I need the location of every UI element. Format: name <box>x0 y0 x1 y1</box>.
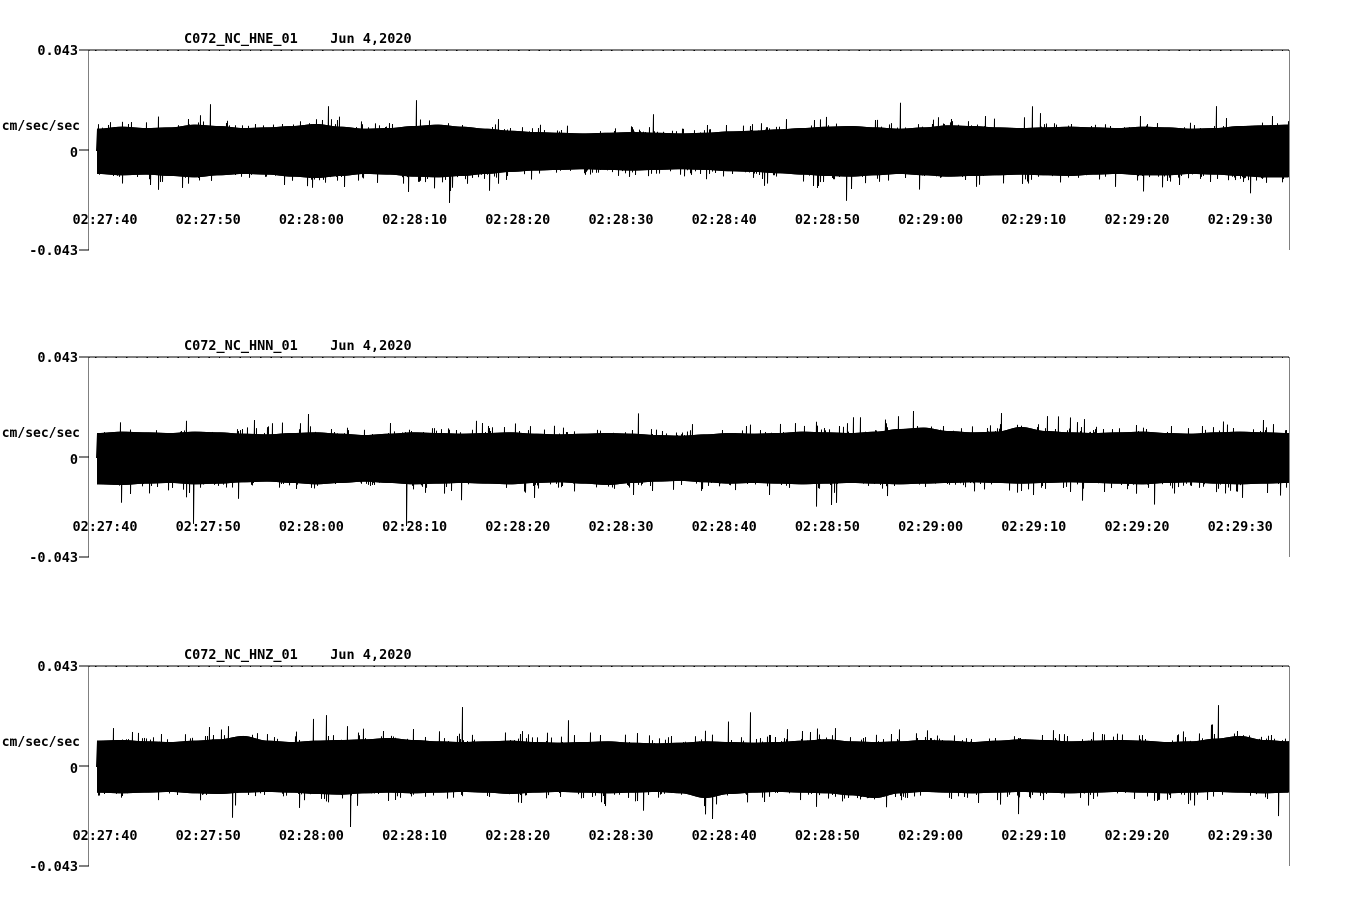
xtick-label: 02:29:20 <box>1104 519 1170 535</box>
ytick-max-hnz: 0.043 <box>37 659 78 675</box>
xtick-label: 02:29:10 <box>1001 828 1067 844</box>
xtick-label: 02:28:00 <box>278 212 344 228</box>
ytick-max-hnn: 0.043 <box>37 350 78 366</box>
waveform-trace-hnz <box>89 667 1289 867</box>
xtick-label: 02:28:50 <box>794 828 860 844</box>
waveform-trace-hnn <box>89 358 1289 558</box>
xtick-label: 02:28:20 <box>485 519 551 535</box>
xtick-label: 02:29:30 <box>1207 519 1273 535</box>
waveform-trace-hne <box>89 51 1289 251</box>
panel-title-hnz: C072_NC_HNZ_01 Jun 4,2020 <box>184 647 412 663</box>
xtick-label: 02:27:50 <box>175 212 241 228</box>
xtick-label: 02:28:50 <box>794 212 860 228</box>
yaxis-unit-hnz: cm/sec/sec <box>1 735 80 750</box>
ytick-mid-hnn: 0 <box>69 452 78 468</box>
xtick-label: 02:27:40 <box>72 828 138 844</box>
xtick-label: 02:27:50 <box>175 519 241 535</box>
xtick-label: 02:28:00 <box>278 519 344 535</box>
xtick-label: 02:27:40 <box>72 212 138 228</box>
xtick-label: 02:29:20 <box>1104 212 1170 228</box>
xtick-label: 02:28:40 <box>691 212 757 228</box>
xtick-label: 02:28:30 <box>588 519 654 535</box>
xtick-label: 02:28:20 <box>485 212 551 228</box>
ytick-min-hnz: -0.043 <box>29 859 78 875</box>
yaxis-unit-hne: cm/sec/sec <box>1 119 80 134</box>
xtick-label: 02:28:10 <box>382 519 448 535</box>
xtick-label: 02:27:50 <box>175 828 241 844</box>
seismogram-panel-hne: C072_NC_HNE_01 Jun 4,2020 0.043 cm/sec/s… <box>0 0 1358 300</box>
xtick-label: 02:29:10 <box>1001 212 1067 228</box>
xtick-label: 02:29:00 <box>898 828 964 844</box>
xtick-label: 02:29:30 <box>1207 212 1273 228</box>
xtick-label: 02:28:30 <box>588 828 654 844</box>
xtick-label: 02:28:00 <box>278 828 344 844</box>
xtick-label: 02:27:40 <box>72 519 138 535</box>
ytick-mid-hnz: 0 <box>69 761 78 777</box>
panel-title-hnn: C072_NC_HNN_01 Jun 4,2020 <box>184 338 412 354</box>
yaxis-unit-hnn: cm/sec/sec <box>1 426 80 441</box>
seismogram-panel-hnn: C072_NC_HNN_01 Jun 4,2020 0.043 cm/sec/s… <box>0 307 1358 607</box>
ytick-min-hnn: -0.043 <box>29 550 78 566</box>
ytick-min-hne: -0.043 <box>29 243 78 259</box>
panel-title-hne: C072_NC_HNE_01 Jun 4,2020 <box>184 31 412 47</box>
xtick-label: 02:28:10 <box>382 212 448 228</box>
seismogram-panel-hnz: C072_NC_HNZ_01 Jun 4,2020 0.043 cm/sec/s… <box>0 616 1358 916</box>
xtick-label: 02:28:40 <box>691 519 757 535</box>
xtick-label: 02:29:30 <box>1207 828 1273 844</box>
ytick-max-hne: 0.043 <box>37 43 78 59</box>
xtick-label: 02:28:30 <box>588 212 654 228</box>
xtick-label: 02:29:10 <box>1001 519 1067 535</box>
xtick-label: 02:28:40 <box>691 828 757 844</box>
xtick-label: 02:28:50 <box>794 519 860 535</box>
xtick-label: 02:28:20 <box>485 828 551 844</box>
xtick-label: 02:29:00 <box>898 212 964 228</box>
xtick-label: 02:29:20 <box>1104 828 1170 844</box>
xtick-label: 02:29:00 <box>898 519 964 535</box>
xtick-label: 02:28:10 <box>382 828 448 844</box>
ytick-mid-hne: 0 <box>69 145 78 161</box>
